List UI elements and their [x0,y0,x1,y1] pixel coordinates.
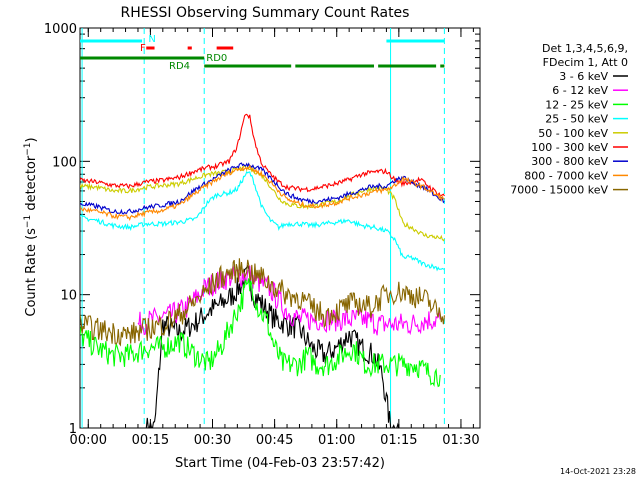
legend-entry-0: 3 - 6 keV [559,70,608,83]
legend-entry-6: 300 - 800 keV [531,155,608,168]
legend-entry-1: 6 - 12 keV [552,84,608,97]
legend-entry-3: 25 - 50 keV [545,113,608,126]
x-tick-label: 00:15 [132,433,169,448]
series-line-7 [80,164,445,221]
flag-label-rd4: RD4 [169,61,190,72]
legend-entry-5: 100 - 300 keV [531,141,608,154]
legend-entry-7: 800 - 7000 keV [524,169,608,182]
series-line-3 [80,170,445,272]
plot-area: 1 10 100 1000 00:00 00:15 00:30 00:45 01:00 01:15… [44,22,481,448]
generation-timestamp: 14-Oct-2021 23:28 [560,467,636,476]
y-tick-label: 1000 [44,22,77,37]
x-tick-label: 00:30 [194,433,231,448]
x-axis-label: Start Time (04-Feb-03 23:57:42) [175,456,385,471]
legend-entry-4: 50 - 100 keV [538,127,608,140]
legend-entry-8: 7000 - 15000 keV [510,184,608,197]
y-tick-label: 10 [60,289,77,304]
chart-title: RHESSI Observing Summary Count Rates [121,5,410,21]
series-line-5 [80,113,445,197]
legend-entry-2: 12 - 25 keV [545,98,608,111]
legend-header-line-1: Det 1,3,4,5,6,9, [542,42,628,55]
flag-label-f: F [140,43,146,54]
x-tick-label: 01:15 [380,433,417,448]
series-line-0 [145,264,400,428]
legend: Det 1,3,4,5,6,9, FDecim 1, Att 0 3 - 6 k… [510,42,628,197]
flag-label-rd0: RD0 [206,53,227,64]
flag-label-n: N [148,34,155,45]
plot-frame [79,27,481,429]
series-group [80,28,445,428]
x-tick-label: 00:45 [256,433,293,448]
y-axis-label: Count Rate (s−1 detector−1) [23,137,39,316]
y-tick-label: 1 [69,422,77,437]
legend-header-line-2: FDecim 1, Att 0 [543,56,628,69]
x-tick-label: 00:00 [70,433,107,448]
y-tick-label: 100 [52,155,77,170]
x-tick-label: 01:30 [442,433,479,448]
series-line-8 [80,258,445,347]
series-line-1 [137,265,441,336]
series-line-2 [80,278,441,388]
series-line-6 [80,162,445,215]
x-tick-label: 01:00 [318,433,355,448]
